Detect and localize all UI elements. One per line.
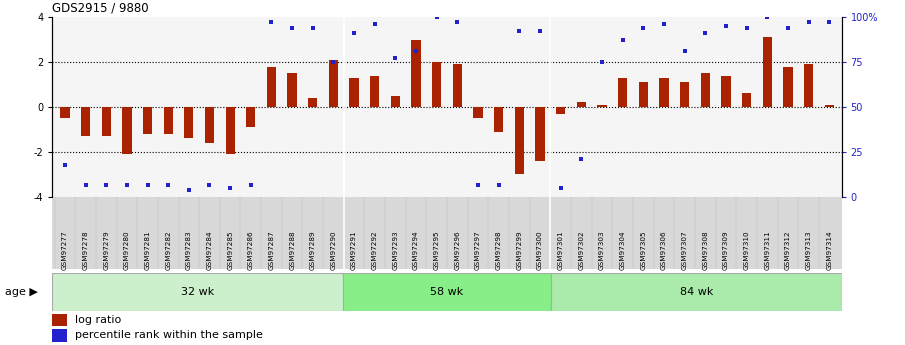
Bar xyxy=(700,73,710,107)
Point xyxy=(367,21,382,27)
Point xyxy=(388,55,403,60)
Point xyxy=(223,185,237,190)
Bar xyxy=(784,67,793,107)
Point xyxy=(243,183,258,188)
Point xyxy=(119,183,134,188)
Bar xyxy=(639,82,648,107)
Bar xyxy=(551,273,842,310)
Bar xyxy=(205,107,214,143)
Point xyxy=(202,183,216,188)
Point xyxy=(58,162,72,168)
Text: age ▶: age ▶ xyxy=(5,287,37,296)
Point xyxy=(450,19,464,24)
Bar xyxy=(288,73,297,107)
Bar xyxy=(329,60,338,107)
Point xyxy=(801,19,815,24)
Bar xyxy=(494,107,503,132)
Bar xyxy=(164,107,173,134)
Point xyxy=(533,28,548,33)
Bar xyxy=(660,78,669,107)
Bar xyxy=(349,78,358,107)
Bar xyxy=(370,76,379,107)
Point xyxy=(554,185,568,190)
Point xyxy=(657,21,672,27)
Point xyxy=(512,28,527,33)
Point xyxy=(760,14,775,20)
Bar xyxy=(742,93,751,107)
Bar xyxy=(81,107,91,136)
Point xyxy=(595,59,609,65)
Bar xyxy=(101,107,110,136)
Bar xyxy=(763,38,772,107)
Bar xyxy=(185,107,194,138)
Point xyxy=(264,19,279,24)
Bar xyxy=(618,78,627,107)
Text: 32 wk: 32 wk xyxy=(181,287,214,296)
Point xyxy=(615,37,630,42)
Bar xyxy=(52,314,67,326)
Bar xyxy=(576,102,586,107)
Point xyxy=(471,183,485,188)
Bar xyxy=(267,67,276,107)
Point xyxy=(347,30,361,36)
Bar xyxy=(536,107,545,161)
Bar xyxy=(597,105,606,107)
Bar xyxy=(391,96,400,107)
Point xyxy=(409,48,424,53)
Point xyxy=(182,187,196,193)
Text: GDS2915 / 9880: GDS2915 / 9880 xyxy=(52,2,149,15)
Bar xyxy=(225,107,234,154)
Text: percentile rank within the sample: percentile rank within the sample xyxy=(74,331,262,340)
Point xyxy=(739,26,754,31)
Point xyxy=(99,183,113,188)
Bar xyxy=(515,107,524,174)
Bar xyxy=(246,107,255,127)
Point xyxy=(822,19,836,24)
Bar xyxy=(804,64,814,107)
Point xyxy=(574,156,588,161)
Bar xyxy=(452,64,462,107)
Bar xyxy=(473,107,482,118)
Point xyxy=(636,26,651,31)
Bar xyxy=(52,273,343,310)
Point xyxy=(430,14,444,20)
Bar xyxy=(412,40,421,107)
Point xyxy=(161,183,176,188)
Bar xyxy=(432,62,442,107)
Bar xyxy=(122,107,131,154)
Point xyxy=(781,26,795,31)
Text: log ratio: log ratio xyxy=(74,315,121,325)
Text: 58 wk: 58 wk xyxy=(431,287,463,296)
Bar xyxy=(143,107,152,134)
Bar xyxy=(52,329,67,342)
Bar xyxy=(308,98,318,107)
Bar xyxy=(680,82,690,107)
Bar xyxy=(343,273,551,310)
Bar xyxy=(721,76,730,107)
Point xyxy=(306,26,320,31)
Point xyxy=(285,26,300,31)
Bar xyxy=(61,107,70,118)
Text: 84 wk: 84 wk xyxy=(680,287,713,296)
Point xyxy=(140,183,155,188)
Point xyxy=(678,48,692,53)
Point xyxy=(719,23,733,29)
Point xyxy=(698,30,712,36)
Point xyxy=(79,183,93,188)
Bar xyxy=(556,107,566,114)
Bar xyxy=(824,105,834,107)
Point xyxy=(491,183,506,188)
Point xyxy=(326,59,340,65)
